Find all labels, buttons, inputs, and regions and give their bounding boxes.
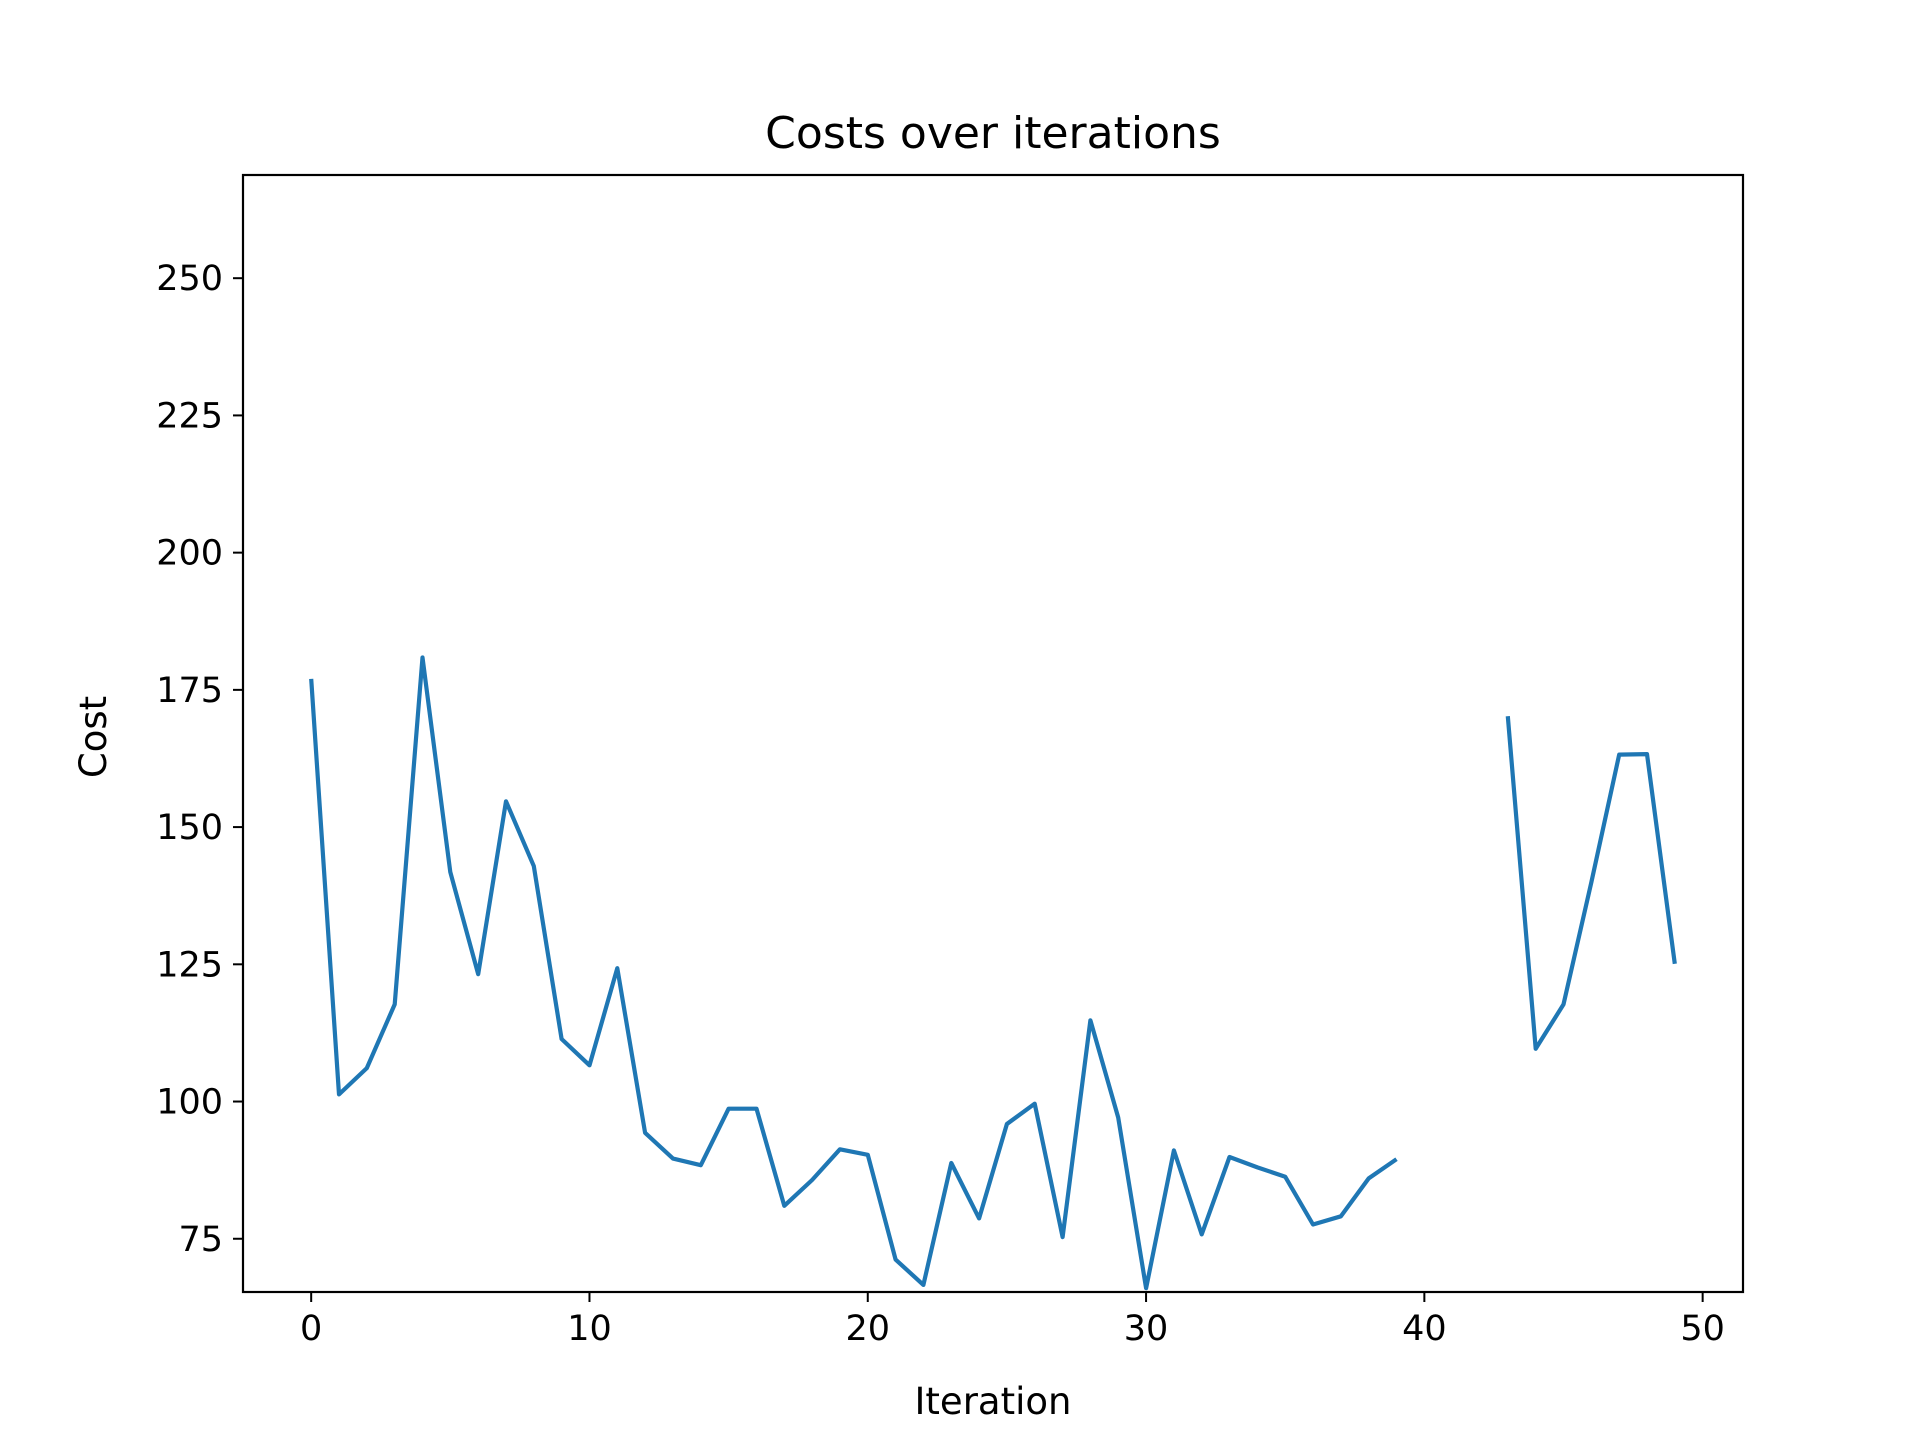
y-tick-label: 175 — [156, 671, 223, 711]
x-tick-label: 10 — [567, 1309, 612, 1349]
x-tick-label: 40 — [1402, 1309, 1447, 1349]
plot-frame — [241, 173, 1745, 1294]
plot-area — [309, 655, 1677, 1291]
x-tick-label: 30 — [1124, 1309, 1169, 1349]
y-axis-title: Cost — [72, 696, 115, 778]
y-tick-label: 100 — [156, 1083, 223, 1123]
series-line — [309, 655, 1398, 1291]
y-tick-label: 75 — [178, 1220, 223, 1260]
y-tick-label: 150 — [156, 808, 223, 848]
chart-title: Costs over iterations — [765, 108, 1221, 159]
x-axis-title: Iteration — [915, 1380, 1072, 1423]
y-tick-label: 225 — [156, 396, 223, 436]
y-tick-label: 250 — [156, 259, 223, 299]
y-tick-label: 125 — [156, 945, 223, 985]
y-tick-label: 200 — [156, 534, 223, 574]
series-line — [1505, 716, 1677, 1051]
y-axis: 75 100 125 150 175 200 225 250 — [156, 259, 243, 1260]
x-axis: 0 10 20 30 40 50 — [300, 1292, 1725, 1349]
x-tick-label: 20 — [845, 1309, 890, 1349]
x-tick-label: 0 — [300, 1309, 322, 1349]
x-tick-label: 50 — [1680, 1309, 1725, 1349]
